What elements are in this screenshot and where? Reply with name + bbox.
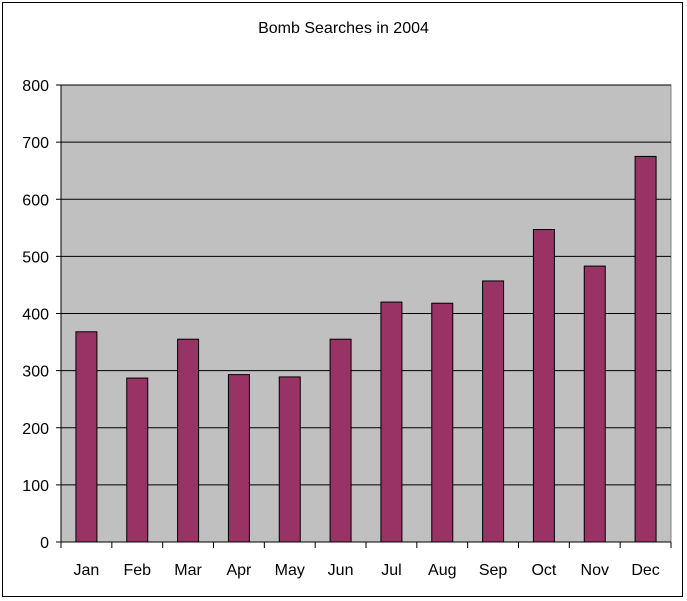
bar-jan (75, 331, 98, 543)
x-tick-label: Jan (74, 562, 100, 579)
bar-may (278, 376, 301, 543)
x-tick-label: Sep (479, 562, 508, 579)
bar-sep (482, 280, 505, 543)
x-tick-label: May (275, 562, 305, 579)
x-tick-label: Aug (428, 562, 456, 579)
y-tick-label: 600 (22, 192, 49, 209)
x-tick-label: Mar (174, 562, 202, 579)
y-tick-label: 400 (22, 307, 49, 324)
y-tick-label: 0 (40, 535, 49, 552)
x-tick-label: Oct (531, 562, 556, 579)
x-tick-label: Feb (123, 562, 151, 579)
bar-nov (583, 265, 606, 543)
y-tick-label: 100 (22, 478, 49, 495)
y-tick-label: 800 (22, 78, 49, 95)
y-tick-label: 500 (22, 249, 49, 266)
y-axis: 0 100 200 300 400 500 600 700 800 (22, 78, 62, 552)
bar-mar (177, 338, 200, 543)
bar-jul (380, 301, 403, 543)
gridlines (61, 84, 671, 486)
bars (75, 155, 657, 543)
bar-dec (634, 155, 657, 543)
x-tick-label: Nov (581, 562, 609, 579)
bar-jun (329, 338, 352, 543)
x-axis: Jan Feb Mar Apr May Jun Jul Aug Sep Oct Nov Dec (60, 541, 672, 579)
x-tick-label: Apr (226, 562, 252, 579)
bar-feb (126, 377, 149, 543)
y-tick-label: 300 (22, 364, 49, 381)
bar-apr (227, 374, 250, 543)
bar-oct (532, 229, 555, 543)
x-tick-label: Jun (328, 562, 354, 579)
y-tick-label: 200 (22, 421, 49, 438)
x-tick-label: Dec (631, 562, 659, 579)
x-tick-label: Jul (381, 562, 401, 579)
chart-title: Bomb Searches in 2004 (258, 20, 429, 37)
y-tick-label: 700 (22, 135, 49, 152)
bar-aug (431, 302, 454, 543)
